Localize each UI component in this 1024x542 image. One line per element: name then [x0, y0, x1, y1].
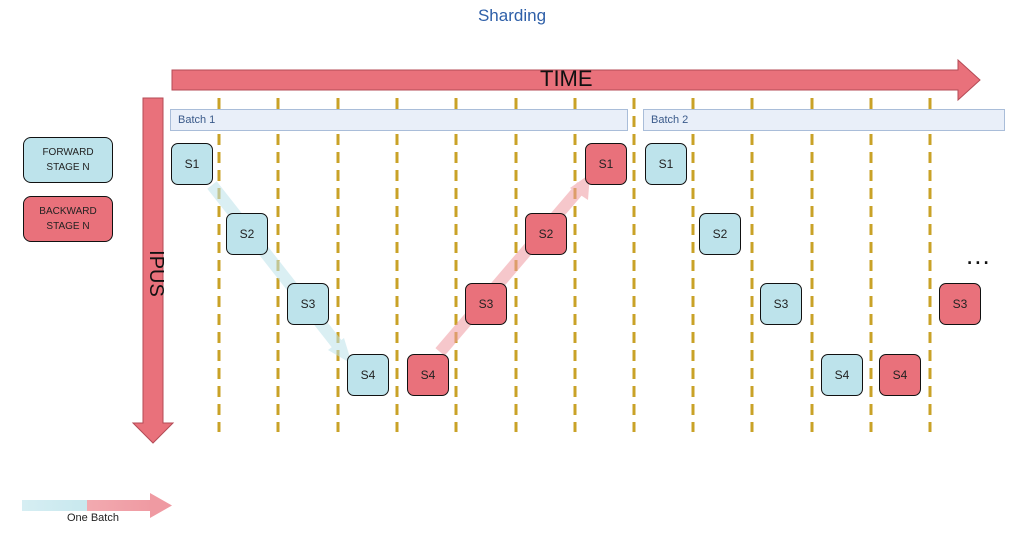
legend-forward-stage: FORWARD STAGE N: [23, 137, 113, 183]
diagram-title: Sharding: [477, 6, 547, 25]
forward-stage-s4: S4: [821, 354, 863, 396]
legend-backward-stage: BACKWARD STAGE N: [23, 196, 113, 242]
backward-stage-s4: S4: [407, 354, 449, 396]
backward-stage-s1: S1: [585, 143, 627, 185]
forward-stage-s1: S1: [171, 143, 213, 185]
backward-stage-s3: S3: [465, 283, 507, 325]
forward-stage-s3: S3: [287, 283, 329, 325]
forward-flow-arrow: [207, 181, 352, 364]
legend-forward-label: FORWARD STAGE N: [42, 147, 94, 173]
continuation-ellipsis: ...: [966, 240, 991, 270]
backward-flow-arrow: [435, 174, 590, 356]
one-batch-label: One Batch: [67, 512, 119, 524]
ipus-arrow: [131, 97, 175, 444]
forward-stage-s3: S3: [760, 283, 802, 325]
legend-backward-label: BACKWARD STAGE N: [39, 206, 97, 232]
backward-stage-s3: S3: [939, 283, 981, 325]
forward-stage-s4: S4: [347, 354, 389, 396]
forward-stage-s2: S2: [699, 213, 741, 255]
ipus-axis-label: IPUS: [144, 250, 167, 297]
batch-band-2: Batch 2: [643, 109, 1005, 131]
backward-stage-s4: S4: [879, 354, 921, 396]
backward-stage-s2: S2: [525, 213, 567, 255]
time-arrow: [171, 58, 981, 102]
forward-stage-s1: S1: [645, 143, 687, 185]
forward-stage-s2: S2: [226, 213, 268, 255]
one-batch-arrow: [22, 493, 172, 518]
time-axis-label: TIME: [540, 66, 593, 91]
batch-band-1: Batch 1: [170, 109, 628, 131]
